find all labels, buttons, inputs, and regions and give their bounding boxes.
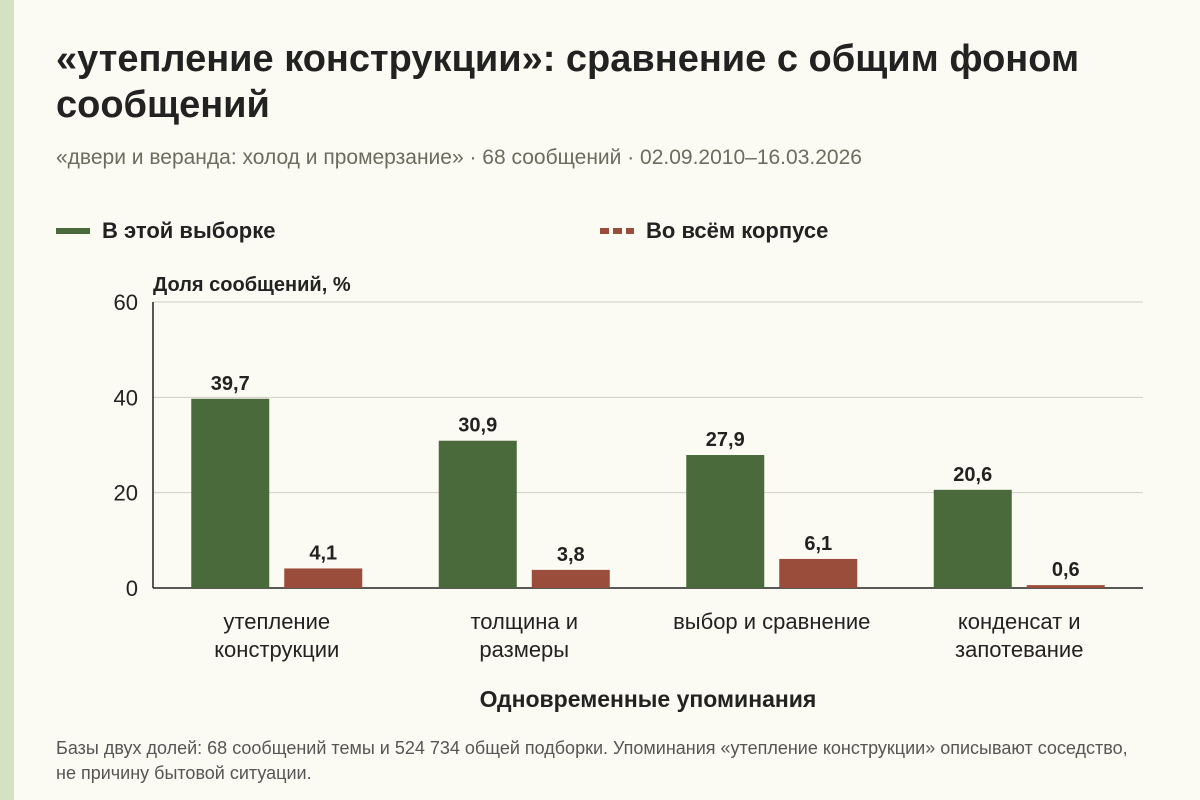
bar-chart: 0 20 40 60 Доля сообщений, % 39,7 4,1 утепление… [114, 274, 1143, 712]
bar-sample [686, 455, 765, 588]
x-tick-label: конденсат и запотевание [955, 609, 1083, 662]
bar-corpus [779, 558, 858, 588]
x-tick-label-line: толщина и [470, 609, 578, 634]
x-tick-label-line: конденсат и [958, 609, 1081, 634]
bar-corpus [1026, 585, 1105, 588]
bar-corpus [284, 568, 363, 588]
x-tick-label-line: конструкции [214, 637, 339, 662]
bar-sample [438, 440, 517, 588]
y-tick-label: 40 [114, 385, 138, 410]
legend-swatch-corpus [600, 228, 634, 234]
legend-label-corpus: Во всём корпусе [646, 218, 829, 243]
y-axis-label: Доля сообщений, % [153, 274, 351, 296]
data-label: 27,9 [706, 429, 745, 451]
legend-item-corpus: Во всём корпусе [600, 218, 828, 244]
footnote: Базы двух долей: 68 сообщений темы и 524… [56, 738, 1128, 783]
legend-item-sample: В этой выборке [56, 218, 275, 244]
x-axis-label: Одновременные упоминания [480, 686, 817, 712]
y-tick-label: 0 [126, 576, 138, 601]
data-label: 0,6 [1052, 559, 1080, 581]
data-label: 3,8 [557, 544, 585, 566]
y-tick-label: 60 [114, 290, 138, 315]
data-label: 20,6 [953, 464, 992, 486]
bar-sample [191, 398, 270, 588]
x-tick-label-line: размеры [479, 637, 569, 662]
legend-swatch-sample [56, 228, 90, 234]
x-tick-label-line: запотевание [955, 637, 1083, 662]
side-stripe [0, 0, 14, 800]
data-label: 39,7 [211, 373, 250, 395]
x-tick-label: утепление конструкции [214, 609, 339, 662]
y-tick-label: 20 [114, 481, 138, 506]
x-tick-label-line: выбор и сравнение [673, 609, 870, 634]
chart-subtitle: «двери и веранда: холод и промерзание» ·… [56, 146, 862, 169]
chart-title: «утепление конструкции»: сравнение с общ… [56, 38, 1080, 126]
bar-corpus [531, 569, 610, 588]
data-label: 30,9 [458, 415, 497, 437]
data-label: 6,1 [804, 533, 832, 555]
x-tick-label-line: утепление [223, 609, 330, 634]
data-label: 4,1 [309, 542, 337, 564]
x-tick-label: толщина и размеры [470, 609, 578, 662]
x-tick-label: выбор и сравнение [673, 609, 870, 634]
bar-sample [933, 489, 1012, 588]
legend-label-sample: В этой выборке [102, 218, 276, 243]
